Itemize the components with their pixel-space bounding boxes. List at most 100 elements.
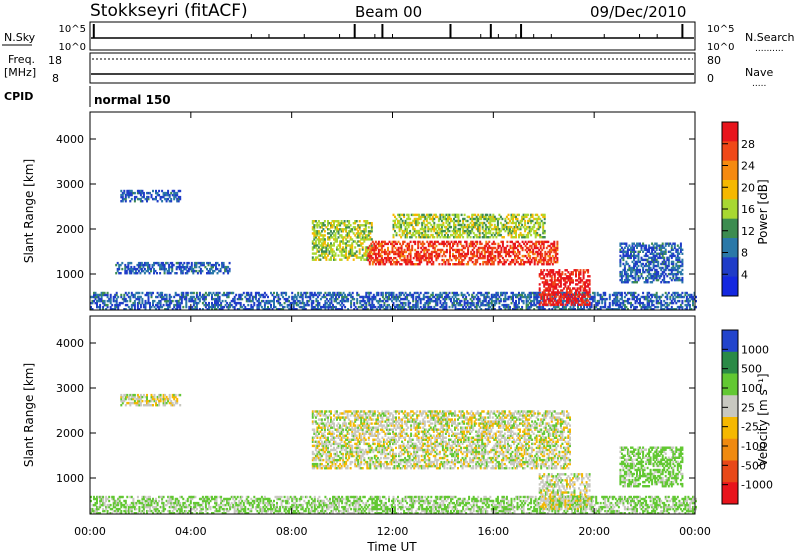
heatmap-cell (628, 301, 631, 305)
heatmap-cell (369, 236, 372, 239)
heatmap-cell (99, 305, 102, 309)
heatmap-cell (533, 297, 536, 301)
heatmap-cell (156, 301, 159, 305)
heatmap-cell (345, 299, 348, 303)
heatmap-cell (648, 295, 651, 299)
heatmap-cell (471, 308, 474, 311)
heatmap-cell (150, 269, 152, 273)
heatmap-cell (130, 305, 133, 309)
heatmap-cell (327, 244, 329, 247)
heatmap-cell (397, 303, 399, 307)
heatmap-cell (187, 261, 190, 265)
heatmap-cell (400, 291, 403, 295)
heatmap-cell (124, 267, 127, 271)
heatmap-cell (369, 238, 372, 241)
heatmap-cell (115, 299, 118, 303)
heatmap-cell (390, 256, 392, 260)
heatmap-cell (286, 297, 289, 301)
heatmap-cell (395, 293, 398, 297)
heatmap-cell (156, 272, 158, 275)
heatmap-cell (394, 256, 397, 260)
heatmap-cell (646, 301, 649, 305)
heatmap-cell (160, 267, 163, 271)
heatmap-cell (462, 295, 465, 299)
heatmap-cell (239, 293, 242, 297)
heatmap-cell (628, 244, 631, 247)
heatmap-cell (239, 303, 242, 307)
heatmap-cell (316, 303, 319, 307)
heatmap-cell (280, 308, 283, 311)
heatmap-cell (127, 191, 130, 195)
heatmap-cell (364, 234, 367, 237)
heatmap-cell (436, 308, 439, 311)
heatmap-cell (490, 308, 493, 311)
heatmap-cell (567, 293, 570, 297)
heatmap-cell (270, 299, 272, 303)
heatmap-cell (133, 267, 136, 271)
heatmap-cell (403, 213, 406, 217)
heatmap-cell (129, 193, 132, 197)
heatmap-cell (533, 301, 536, 305)
heatmap-cell (331, 252, 334, 255)
heatmap-cell (457, 308, 460, 311)
heatmap-cell (259, 293, 262, 297)
heatmap-cell (633, 297, 635, 301)
heatmap-cell (602, 305, 605, 309)
heatmap-cell (247, 303, 250, 307)
heatmap-cell (342, 222, 345, 225)
heatmap-cell (388, 303, 390, 307)
heatmap-cell (429, 254, 432, 258)
heatmap-cell (544, 254, 547, 258)
heatmap-cell (162, 263, 165, 267)
heatmap-cell (466, 236, 469, 239)
heatmap-cell (354, 222, 357, 225)
heatmap-cell (141, 297, 144, 301)
heatmap-cell (619, 293, 622, 297)
heatmap-cell (215, 267, 217, 271)
heatmap-cell (631, 295, 634, 299)
heatmap-cell (357, 226, 360, 229)
heatmap-cell (297, 293, 300, 297)
heatmap-cell (292, 301, 295, 305)
heatmap-cell (343, 236, 346, 239)
heatmap-cell (162, 303, 165, 307)
heatmap-cell (361, 256, 364, 259)
heatmap-cell (245, 308, 248, 311)
heatmap-cell (377, 305, 380, 309)
heatmap-cell (351, 228, 354, 231)
heatmap-cell (174, 193, 177, 197)
heatmap-cell (314, 242, 317, 245)
heatmap-cell (681, 291, 684, 295)
heatmap-cell (367, 258, 370, 262)
heatmap-cell (448, 297, 451, 301)
heatmap-cell (623, 299, 626, 303)
heatmap-cell (327, 303, 330, 307)
heatmap-cell (214, 297, 216, 301)
heatmap-cell (516, 295, 519, 299)
heatmap-cell (530, 233, 533, 237)
heatmap-cell (412, 256, 415, 260)
heatmap-cell (660, 281, 663, 284)
heatmap-cell (616, 291, 619, 295)
heatmap-cell (463, 293, 466, 297)
heatmap-cell (339, 250, 342, 253)
heatmap-cell (165, 295, 168, 299)
heatmap-cell (688, 308, 691, 311)
heatmap-cell (684, 303, 687, 307)
freq-panel-frame (89, 52, 696, 84)
heatmap-cell (366, 220, 369, 223)
heatmap-cell (345, 248, 348, 251)
heatmap-cell (165, 267, 168, 271)
heatmap-cell (463, 301, 466, 305)
heatmap-cell (630, 291, 632, 295)
heatmap-cell (334, 228, 337, 231)
heatmap-cell (515, 305, 517, 309)
heatmap-cell (649, 308, 652, 311)
heatmap-cell (336, 224, 338, 227)
heatmap-cell (203, 293, 206, 297)
heatmap-cell (366, 236, 369, 239)
heatmap-cell (421, 248, 424, 252)
heatmap-cell (501, 303, 504, 307)
noise-left-label: N.Sky (4, 31, 36, 44)
heatmap-cell (348, 252, 351, 255)
